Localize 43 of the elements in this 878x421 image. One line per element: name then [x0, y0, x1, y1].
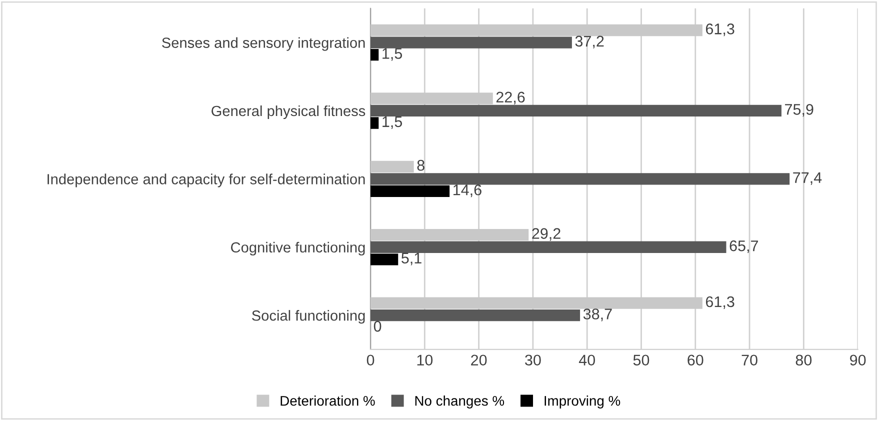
bar [370, 185, 450, 198]
data-label: 14,6 [454, 184, 482, 198]
data-label: 77,4 [793, 172, 822, 185]
y-tick-label: General physical fitness [212, 105, 366, 120]
bar [370, 310, 580, 322]
bar [370, 36, 572, 48]
data-label: 1,5 [382, 116, 402, 129]
x-tick-label: 40 [578, 354, 595, 366]
data-label: 61,3 [706, 24, 734, 36]
bar [370, 117, 379, 129]
data-label: 5,1 [402, 252, 422, 266]
bar [370, 173, 790, 185]
bar [370, 160, 414, 172]
data-label: 65,7 [730, 240, 758, 254]
x-tick-label: 70 [742, 354, 758, 366]
bar [370, 241, 726, 253]
x-tick-label: 90 [850, 354, 866, 366]
y-tick-label: Social functioning [252, 310, 365, 324]
y-tick-label: Senses and sensory integration [162, 37, 365, 51]
x-tick-label: 60 [688, 354, 704, 366]
y-tick-label: Cognitive functioning [231, 242, 365, 256]
data-label: 61,3 [706, 296, 734, 309]
x-tick-label: 10 [417, 354, 433, 366]
data-label: 22,6 [496, 92, 525, 104]
data-label: 8 [417, 160, 424, 171]
x-tick-label: 80 [796, 354, 812, 366]
legend-label: No changes % [415, 396, 504, 408]
y-tick-label: Independence and capacity for self-determination [48, 174, 365, 188]
data-label: 29,2 [532, 228, 560, 241]
legend-label: Deterioration % [280, 396, 375, 406]
x-tick-label: 20 [471, 354, 487, 366]
data-label: 75,9 [785, 104, 814, 117]
data-label: 37,2 [575, 36, 604, 48]
x-tick-label: 30 [525, 354, 541, 366]
bar [370, 48, 379, 61]
x-tick-label: 50 [633, 354, 650, 366]
bar [370, 254, 398, 266]
bar [370, 104, 782, 117]
data-label: 0 [374, 320, 382, 332]
data-label: 1,5 [382, 48, 402, 61]
x-tick-label: 0 [366, 354, 374, 366]
legend-label: Improving % [544, 396, 620, 408]
data-label: 38,7 [583, 308, 612, 322]
